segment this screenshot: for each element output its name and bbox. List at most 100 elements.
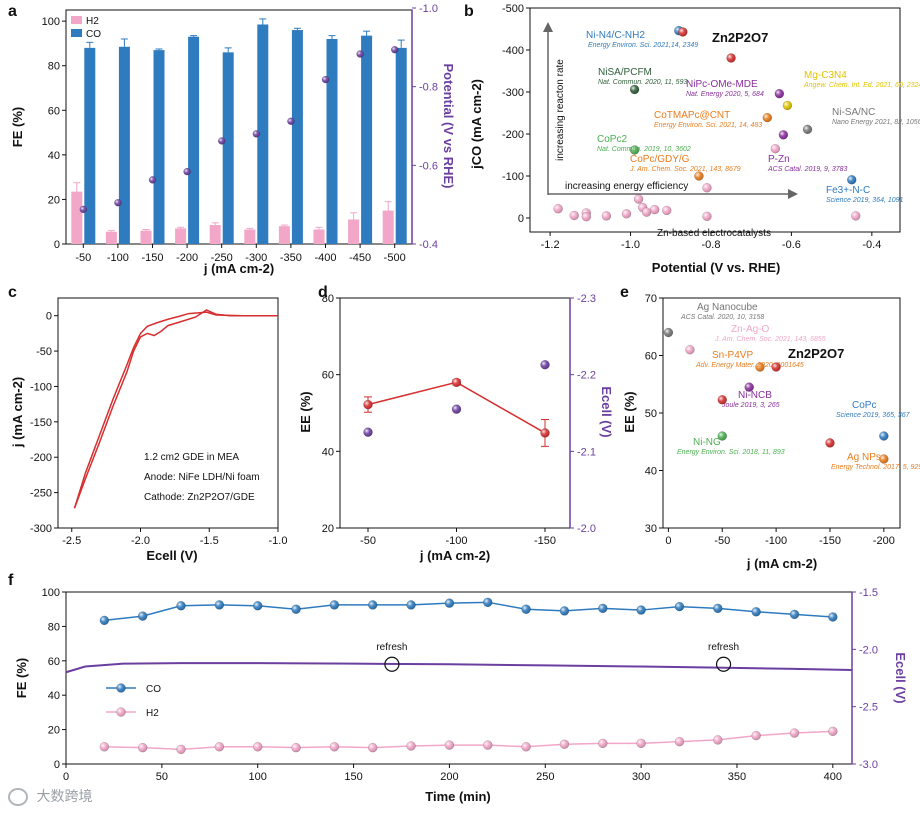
panel-c-y-ticklabel: -200	[30, 452, 52, 464]
co-bar	[84, 47, 96, 245]
h2-bar	[209, 225, 221, 244]
panel-f-xlabel: Time (min)	[425, 789, 491, 804]
panel-a-y-ticklabel: 100	[42, 16, 60, 28]
catalyst-label: P-Zn	[768, 154, 790, 165]
panel-e-x-ticklabel: 0	[665, 535, 671, 547]
panel-c-x-ticklabel: -2.5	[62, 535, 81, 547]
co-bar	[291, 30, 303, 244]
h2-point-shine	[176, 744, 186, 754]
panel-a-y2-ticklabel: -0.8	[419, 82, 438, 94]
potential-point-shine	[79, 205, 87, 213]
panel-a-y-ticklabel: 80	[48, 61, 60, 73]
h2-bar	[382, 210, 394, 244]
potential-point-shine	[252, 130, 260, 138]
ee-compare-ref: Energy Environ. Sci. 2018, 11, 893	[677, 449, 785, 456]
panel-e-x-ticklabel: -100	[765, 535, 787, 547]
efficiency-arrow-head	[788, 189, 798, 199]
catalyst-point-shine	[762, 113, 772, 123]
h2-point-shine	[598, 738, 608, 748]
panel-b-y-ticklabel: -400	[502, 45, 524, 57]
panel-f-y-ticklabel: 100	[42, 587, 60, 599]
catalyst-ref: Nat. Commun. 2019, 10, 3602	[597, 146, 691, 153]
panel-d-y-ticklabel: 20	[322, 523, 334, 535]
panel-b-y-ticklabel: -100	[502, 171, 524, 183]
potential-point-shine	[149, 176, 156, 184]
zn2p2o7-label: Zn2P2O7	[712, 30, 768, 45]
co-point-shine	[176, 601, 186, 611]
zn-catalyst-point-shine	[662, 205, 672, 215]
ecell-point-shine	[363, 427, 373, 437]
panel-b-frame	[529, 7, 901, 233]
panel-f-y-ticklabel: 80	[48, 621, 60, 633]
h2-point-shine	[674, 737, 684, 747]
h2-point-shine	[559, 739, 569, 749]
h2-point-shine	[789, 728, 799, 738]
catalyst-point-shine	[694, 171, 704, 181]
panel-b-x-ticklabel: -0.4	[862, 239, 881, 251]
co-bar	[361, 35, 373, 244]
panel-f-y2-ticklabel: -2.5	[859, 702, 878, 714]
zn-catalyst-point-shine	[642, 207, 652, 217]
refresh-label: refresh	[376, 642, 407, 653]
ecell-point-shine	[540, 360, 550, 370]
panel-b-x-ticklabel: -0.8	[701, 239, 720, 251]
panel-a-y-ticklabel: 20	[48, 194, 60, 206]
catalyst-point-shine	[726, 53, 736, 63]
legend-co-marker-shine	[116, 683, 126, 693]
panel-d-x-ticklabel: -150	[534, 535, 556, 547]
panel-c-x-ticklabel: -1.0	[269, 535, 288, 547]
panel-c-y-ticklabel: -50	[36, 346, 52, 358]
co-point-shine	[828, 612, 838, 622]
panel-b-y-ticklabel: 0	[518, 213, 524, 225]
panel-a-xlabel: j (mA cm-2)	[203, 261, 274, 276]
panel-b-x-ticklabel: -1.2	[541, 239, 560, 251]
legend-co-text: CO	[146, 684, 161, 695]
catalyst-label: CoTMAPc@CNT	[654, 110, 730, 121]
catalyst-label: Mg-C3N4	[804, 70, 847, 81]
panel-f-y-ticklabel: 40	[48, 690, 60, 702]
rate-arrow-head	[543, 22, 553, 32]
ee-compare-label: Ag Nanocube	[697, 302, 758, 313]
panel-a-x-ticklabel: -200	[176, 252, 198, 264]
catalyst-label: CoPc2	[597, 134, 627, 145]
watermark-text: 大数跨境	[36, 789, 93, 805]
panel-d-y2-ticklabel: -2.3	[577, 293, 596, 305]
ee-compare-ref: Joule 2019, 3, 265	[721, 402, 780, 409]
h2-point-shine	[291, 743, 301, 753]
ee-compare-label: Ag NPs	[847, 452, 881, 463]
panel-b-y-ticklabel: -300	[502, 87, 524, 99]
catalyst-label: Ni-N4/C-NH2	[586, 30, 645, 41]
panel-d-y-ticklabel: 80	[322, 293, 334, 305]
co-point-shine	[444, 598, 454, 608]
co-point-shine	[368, 600, 378, 610]
co-point-shine	[521, 604, 531, 614]
panel-c-y-ticklabel: -100	[30, 381, 52, 393]
panel-e-y-ticklabel: 30	[645, 523, 657, 535]
ee-compare-point-shine	[717, 395, 727, 405]
potential-point-shine	[183, 168, 191, 176]
panel-c-x-ticklabel: -1.5	[200, 535, 219, 547]
panel-d-y2-ticklabel: -2.0	[577, 523, 596, 535]
panel-b-x-ticklabel: -0.6	[782, 239, 801, 251]
ee-point-shine	[540, 428, 550, 438]
panel-a-y2-ticklabel: -1.0	[419, 3, 438, 15]
panel-b-y-ticklabel: -500	[502, 3, 524, 15]
refresh-marker	[384, 656, 400, 672]
ee-point-shine	[363, 400, 373, 410]
co-point-shine	[99, 615, 109, 625]
co-bar	[395, 47, 407, 245]
ee-compare-point-shine	[771, 362, 781, 372]
panel-c-annotation: Cathode: Zn2P2O7/GDE	[144, 492, 255, 503]
ee-compare-ref: ACS Catal. 2020, 10, 3158	[680, 314, 764, 321]
ee-compare-label: Ni-NG	[693, 437, 721, 448]
ee-compare-point-shine	[685, 345, 695, 355]
panel-d-ylabel: EE (%)	[298, 391, 313, 432]
ee-compare-ref: Science 2019, 365, 367	[836, 412, 911, 419]
catalyst-ref: Energy Environ. Sci. 2021, 14, 483	[654, 122, 762, 129]
ecell-line	[65, 662, 853, 674]
ee-compare-label: Ni-NCB	[738, 390, 772, 401]
panel-label-d: d	[318, 284, 328, 301]
panel-c-frame	[57, 297, 279, 529]
panel-e-y-ticklabel: 50	[645, 408, 657, 420]
